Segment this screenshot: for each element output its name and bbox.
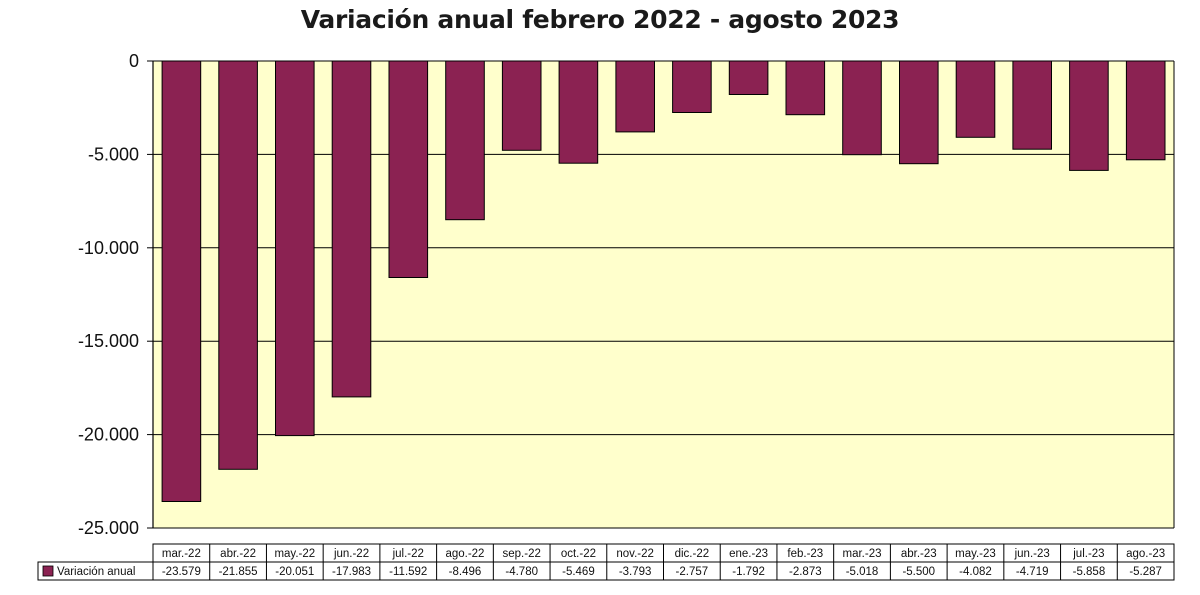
bar	[445, 60, 485, 221]
category-label: may.-23	[955, 548, 996, 560]
bar	[275, 60, 315, 437]
category-label: jul.-23	[1072, 548, 1104, 560]
category-label: ene.-23	[729, 548, 768, 560]
category-label: feb.-23	[787, 548, 823, 560]
data-value-label: -5.858	[1073, 566, 1106, 578]
bar	[558, 60, 599, 164]
y-tick-label: -20.000	[78, 425, 139, 445]
bar	[785, 60, 826, 116]
chart-title: Variación anual febrero 2022 - agosto 20…	[300, 5, 900, 34]
bar	[1125, 60, 1166, 161]
y-tick-label: -10.000	[78, 238, 139, 258]
data-value-label: -3.793	[619, 566, 652, 578]
bar	[728, 60, 769, 95]
category-label: oct.-22	[561, 548, 596, 560]
data-value-label: -11.592	[389, 566, 427, 578]
y-tick-label: -5.000	[88, 144, 139, 164]
bar	[1069, 60, 1109, 171]
data-value-label: -17.983	[332, 566, 371, 578]
category-label: abr.-22	[220, 548, 256, 560]
data-value-label: -5.018	[846, 566, 879, 578]
category-label: dic.-22	[675, 548, 710, 560]
data-value-label: -5.287	[1129, 566, 1162, 578]
data-value-label: -20.051	[275, 566, 314, 578]
data-value-label: -4.780	[505, 566, 538, 578]
legend-swatch	[42, 565, 54, 577]
data-value-label: -4.719	[1016, 566, 1049, 578]
bar	[899, 60, 939, 165]
category-label: ago.-23	[1126, 548, 1165, 560]
category-label: mar.-22	[162, 548, 201, 560]
data-value-label: -5.500	[902, 566, 935, 578]
category-label: ago.-22	[445, 548, 484, 560]
bar	[842, 60, 882, 156]
legend-label: Variación anual	[57, 566, 135, 578]
bar	[501, 60, 542, 151]
bar	[218, 60, 258, 470]
data-value-label: -23.579	[162, 566, 201, 578]
category-label: jun.-23	[1014, 548, 1050, 560]
bar	[955, 60, 996, 138]
plot-area	[153, 61, 1174, 528]
bar	[1012, 60, 1053, 150]
y-tick-label: 0	[129, 51, 139, 71]
bar	[615, 60, 656, 133]
data-value-label: -4.082	[959, 566, 992, 578]
category-label: jul.-22	[392, 548, 424, 560]
y-tick-label: -15.000	[78, 331, 139, 351]
bar	[672, 60, 712, 113]
bar	[161, 60, 202, 502]
bar	[331, 60, 372, 398]
bar	[388, 60, 429, 278]
data-value-label: -2.873	[789, 566, 822, 578]
data-value-label: -5.469	[562, 566, 595, 578]
data-value-label: -1.792	[732, 566, 765, 578]
data-value-label: -21.855	[219, 566, 258, 578]
category-label: abr.-23	[901, 548, 937, 560]
category-label: may.-22	[274, 548, 315, 560]
data-value-label: -2.757	[676, 566, 709, 578]
data-value-label: -8.496	[449, 566, 482, 578]
category-label: nov.-22	[616, 548, 654, 560]
category-label: mar.-23	[843, 548, 882, 560]
y-tick-label: -25.000	[78, 518, 139, 538]
category-label: jun.-22	[333, 548, 369, 560]
category-label: sep.-22	[503, 548, 541, 560]
